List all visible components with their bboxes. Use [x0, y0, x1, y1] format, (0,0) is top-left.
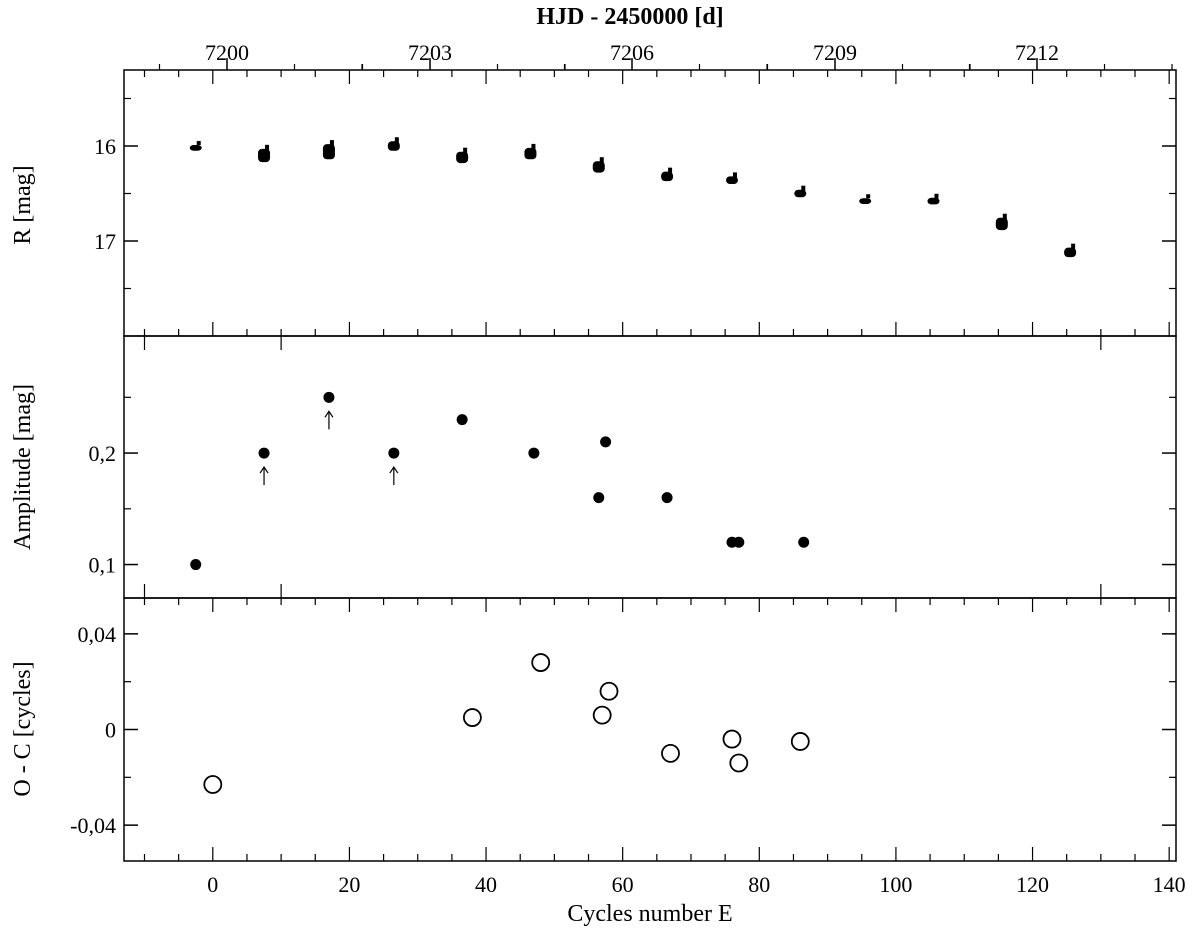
observation-cluster-tail: [463, 147, 468, 156]
y-tick-label: 0: [105, 718, 116, 743]
oc-point: [462, 708, 482, 727]
oc-point: [592, 705, 612, 725]
upper-limit-arrowhead: [324, 410, 334, 418]
amplitude-point: [798, 536, 810, 548]
observation-cluster: [725, 176, 738, 184]
oc-point: [203, 775, 223, 794]
observation-cluster-tail: [329, 140, 334, 151]
y-axis-title-amplitude: Amplitude [mag]: [10, 384, 36, 550]
observation-cluster-tail: [1071, 243, 1076, 251]
upper-limit-arrowhead: [389, 465, 399, 474]
top-axis-title: HJD - 2450000 [d]: [536, 4, 723, 30]
amplitude-point: [600, 436, 612, 448]
oc-point: [729, 753, 749, 773]
observation-cluster-tail: [801, 185, 806, 192]
y-tick-label: 0,04: [78, 622, 117, 647]
observation-cluster-tail: [531, 143, 536, 152]
top-axis-tick-label: 7212: [1015, 40, 1059, 65]
x-tick-label: 80: [748, 872, 770, 897]
observation-cluster-tail: [599, 157, 604, 166]
observation-cluster: [189, 145, 202, 151]
observation-cluster-tail: [934, 193, 939, 199]
x-tick-label: 120: [1016, 872, 1049, 897]
y-tick-label: -0,04: [70, 813, 116, 838]
observation-cluster: [794, 189, 807, 198]
y-axis-title-oc: O - C [cycles]: [10, 661, 36, 796]
amplitude-point: [323, 391, 335, 403]
x-tick-label: 20: [338, 872, 360, 897]
y-tick-label: 17: [94, 229, 116, 254]
plot-area-bottom: [123, 597, 1177, 862]
observation-cluster-tail: [196, 141, 201, 146]
amplitude-point: [258, 447, 270, 459]
oc-point: [661, 744, 680, 763]
x-tick-label: 0: [207, 872, 218, 897]
y-axis-title-magnitude: R [mag]: [10, 165, 36, 244]
top-axis-tick-label: 7206: [610, 40, 654, 65]
amplitude-point: [593, 492, 605, 504]
amplitude-point: [528, 447, 540, 459]
top-axis-tick-label: 7209: [813, 40, 857, 65]
y-tick-label: 0,2: [89, 441, 117, 466]
x-tick-label: 140: [1153, 872, 1186, 897]
observation-cluster-tail: [732, 172, 737, 178]
upper-limit-arrowhead: [259, 465, 269, 474]
plot-area-top: [123, 69, 1177, 337]
plot-area-middle: [123, 335, 1177, 599]
amplitude-point: [661, 492, 673, 504]
observation-cluster-tail: [668, 167, 673, 175]
amplitude-point: [456, 414, 468, 426]
oc-point: [599, 681, 619, 701]
panel-amplitude: 0,1 0,2: [89, 335, 1177, 599]
amplitude-point: [733, 536, 745, 548]
y-tick-label: 0,1: [89, 553, 117, 578]
observation-cluster: [927, 197, 940, 205]
x-tick-label: 40: [475, 872, 497, 897]
x-axis-title: Cycles number E: [567, 901, 732, 927]
panel-oc: -0,04 0 0,04 0 20 40 60 80 100 120 140: [70, 597, 1186, 897]
panel-magnitude: 16 17 7200 7203 7206 7209 7212: [94, 40, 1177, 337]
amplitude-point: [388, 447, 400, 459]
observation-cluster-tail: [866, 194, 871, 199]
oc-point: [531, 653, 551, 672]
top-axis-tick-label: 7203: [408, 40, 452, 65]
oc-point: [790, 732, 810, 751]
observation-cluster-tail: [265, 144, 270, 155]
y-tick-label: 16: [94, 134, 116, 159]
oc-point: [722, 729, 742, 749]
top-axis-tick-label: 7200: [205, 40, 249, 65]
observation-cluster: [859, 198, 872, 204]
x-tick-label: 60: [612, 872, 634, 897]
observation-cluster-tail: [1002, 213, 1007, 223]
x-tick-label: 100: [879, 872, 912, 897]
amplitude-point: [190, 559, 202, 571]
observation-cluster-tail: [394, 137, 399, 144]
